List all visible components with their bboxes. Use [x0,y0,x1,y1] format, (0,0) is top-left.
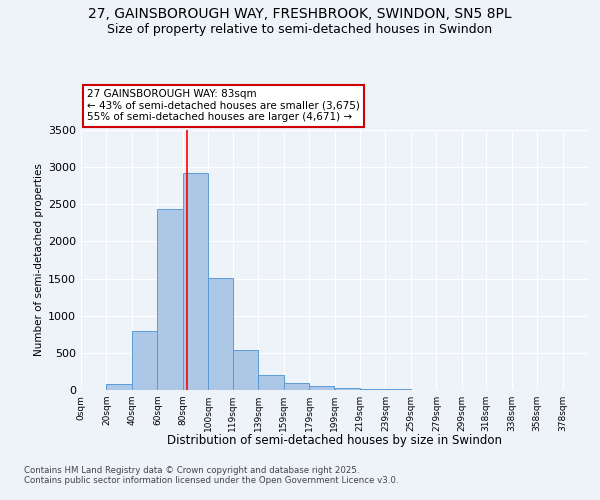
Text: Size of property relative to semi-detached houses in Swindon: Size of property relative to semi-detach… [107,22,493,36]
Bar [132,330,157,390]
X-axis label: Distribution of semi-detached houses by size in Swindon: Distribution of semi-detached houses by … [167,434,502,447]
Bar [208,278,233,390]
Bar [106,384,132,390]
Text: 27 GAINSBOROUGH WAY: 83sqm
← 43% of semi-detached houses are smaller (3,675)
55%: 27 GAINSBOROUGH WAY: 83sqm ← 43% of semi… [87,90,360,122]
Bar [284,382,309,390]
Text: 27, GAINSBOROUGH WAY, FRESHBROOK, SWINDON, SN5 8PL: 27, GAINSBOROUGH WAY, FRESHBROOK, SWINDO… [88,8,512,22]
Bar [335,388,360,390]
Text: Contains HM Land Registry data © Crown copyright and database right 2025.
Contai: Contains HM Land Registry data © Crown c… [24,466,398,485]
Bar [360,389,385,390]
Bar [233,350,258,390]
Bar [258,375,284,390]
Y-axis label: Number of semi-detached properties: Number of semi-detached properties [34,164,44,356]
Bar [157,210,183,390]
Bar [183,173,208,390]
Bar [309,386,335,390]
